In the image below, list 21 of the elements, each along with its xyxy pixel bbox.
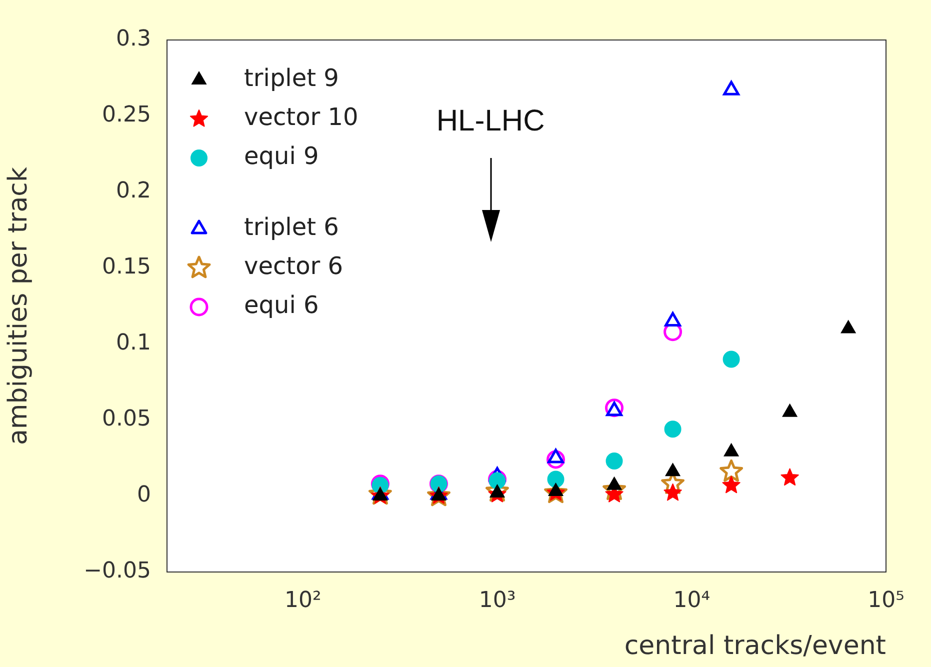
y-tick-label: 0.15: [102, 254, 151, 280]
legend-label: triplet 6: [244, 213, 339, 242]
y-tick-label: 0.25: [102, 102, 151, 128]
y-tick-label: 0.1: [116, 330, 151, 356]
y-tick-label: 0.3: [116, 26, 151, 52]
annotation: HL-LHC: [436, 104, 545, 138]
legend-label: equi 6: [244, 291, 319, 320]
legend-label: vector 6: [244, 252, 344, 280]
x-tick-label: 10²: [284, 588, 322, 613]
x-axis-title: central tracks/event: [624, 631, 886, 662]
legend-label: equi 9: [244, 142, 319, 170]
x-tick-label: 10³: [478, 588, 516, 613]
legend-label: vector 10: [244, 103, 358, 132]
y-tick-label: 0.2: [116, 178, 151, 204]
y-tick-label: −0.05: [84, 558, 151, 584]
y-tick-label: 0.05: [102, 406, 151, 432]
y-tick-label: 0: [137, 482, 151, 508]
legend-label: triplet 9: [244, 64, 339, 92]
y-axis-title: ambiguities per track: [3, 166, 34, 446]
x-tick-label: 10⁴: [673, 588, 710, 613]
x-tick-label: 10⁵: [868, 588, 904, 613]
